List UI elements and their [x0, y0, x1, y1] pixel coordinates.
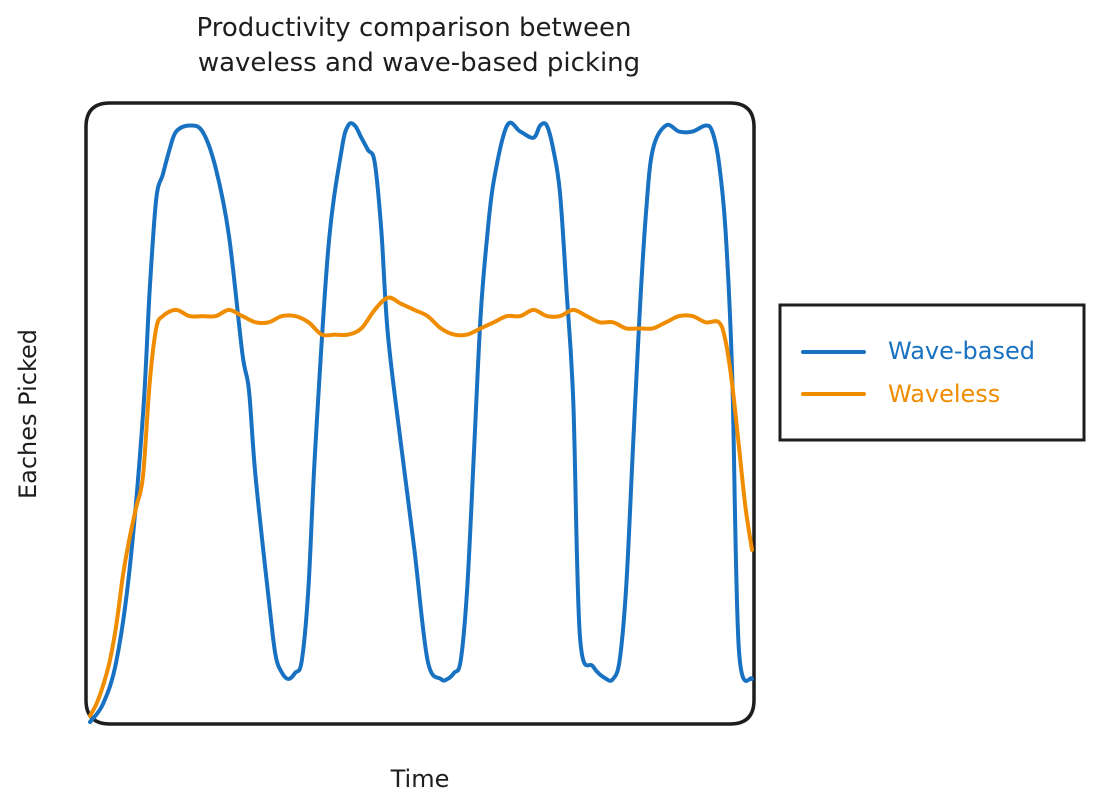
legend-box [778, 303, 1086, 442]
chart-title-line-2: waveless and wave-based picking [198, 48, 640, 78]
legend: Wave-based Waveless [778, 303, 1086, 442]
plot-frame [84, 101, 756, 726]
series-layer [88, 120, 754, 724]
x-axis-label: Time [390, 765, 450, 793]
series-line-wave-based [88, 120, 754, 724]
legend-label-wave-based: Wave-based [888, 337, 1035, 365]
legend-label-waveless: Waveless [888, 380, 1000, 408]
y-axis-label: Eaches Picked [14, 329, 42, 499]
series-line-waveless [88, 295, 754, 718]
chart-title-line-1: Productivity comparison between [197, 13, 632, 43]
